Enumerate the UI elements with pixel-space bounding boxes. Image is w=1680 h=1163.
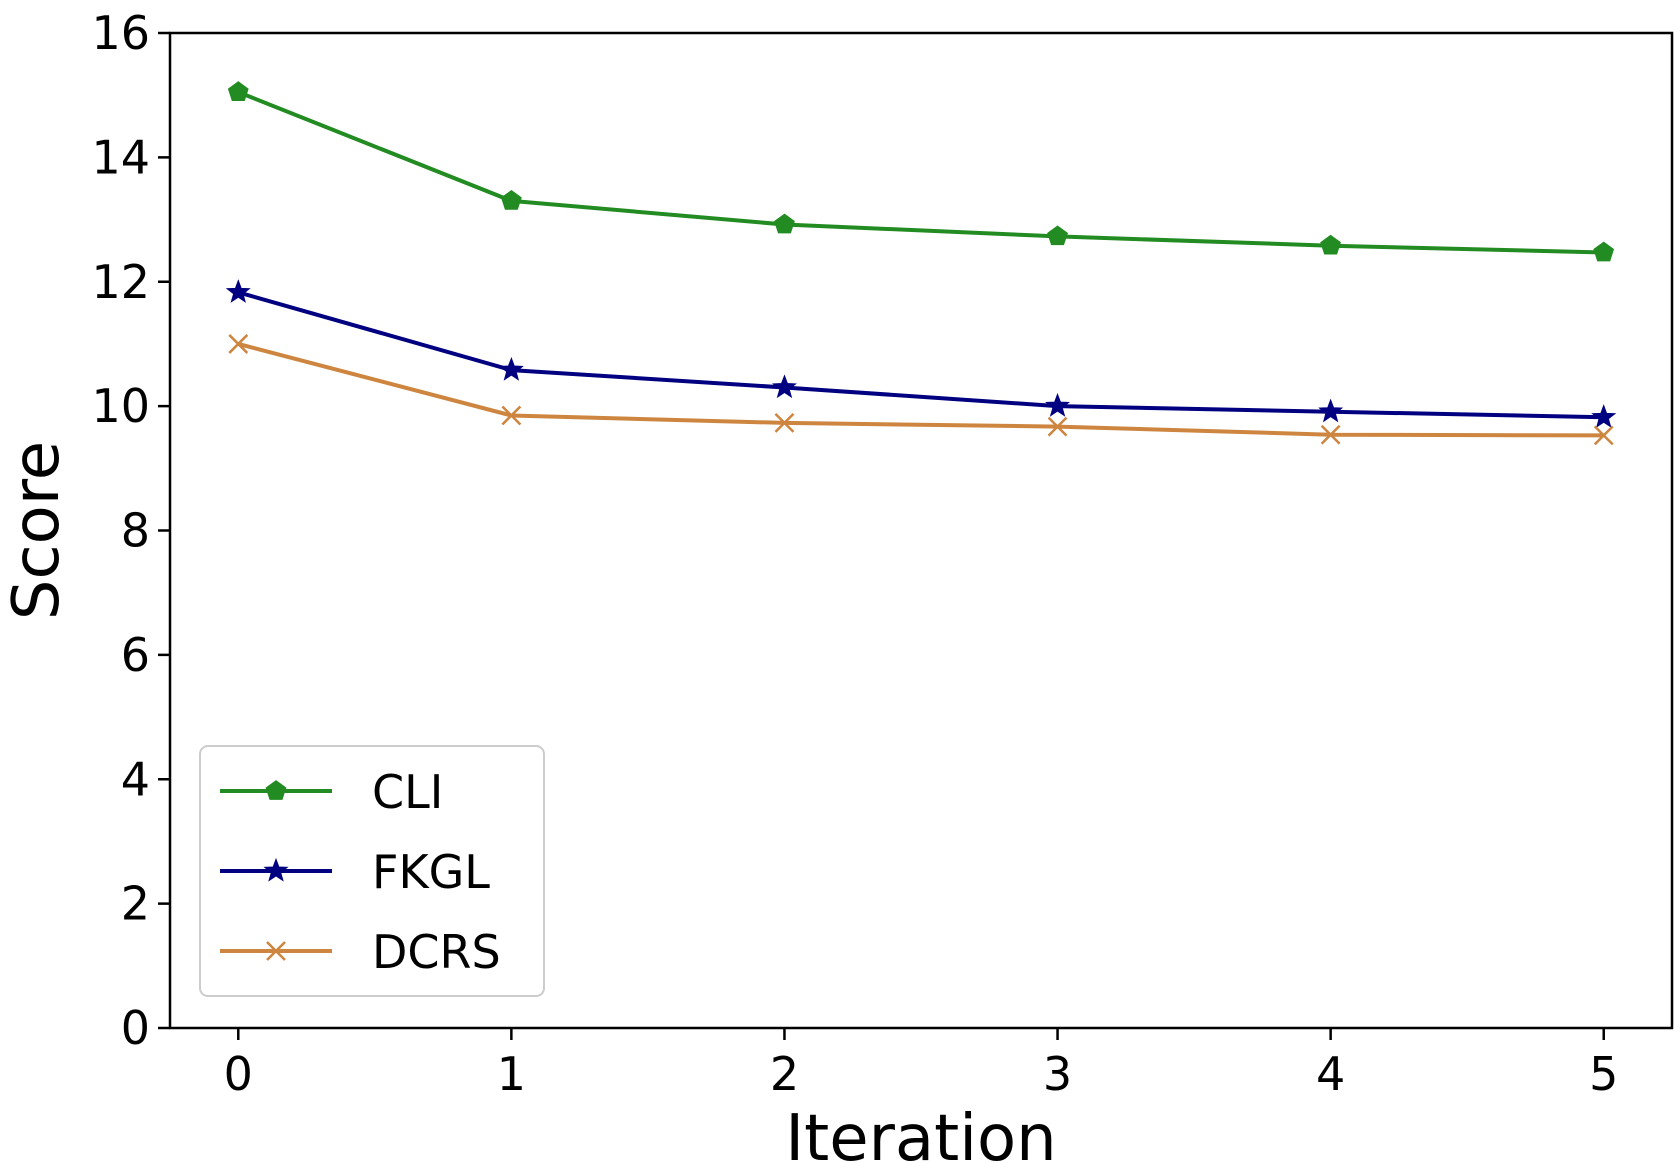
- data-point-fkgl: [225, 279, 251, 303]
- data-point-cli: [227, 81, 249, 101]
- data-point-fkgl: [1318, 398, 1344, 423]
- legend-item-cli: CLI: [220, 765, 443, 819]
- data-point-dcrs: [501, 405, 522, 426]
- series-dcrs: [228, 334, 1614, 446]
- legend-item-dcrs: DCRS: [220, 925, 501, 979]
- x-tick-label: 2: [770, 1047, 799, 1101]
- y-tick-label: 16: [91, 6, 150, 60]
- data-point-fkgl: [1591, 404, 1617, 428]
- y-axis-title: Score: [0, 441, 74, 620]
- x-tick-label: 1: [497, 1047, 526, 1101]
- y-tick-label: 12: [91, 255, 150, 309]
- x-tick-label: 3: [1043, 1047, 1072, 1101]
- legend-marker: [263, 857, 289, 882]
- series-line-dcrs: [237, 341, 1604, 438]
- data-point-cli: [1593, 241, 1615, 262]
- x-tick-label: 5: [1589, 1047, 1618, 1101]
- y-tick-label: 10: [91, 379, 150, 433]
- legend-label: DCRS: [372, 925, 501, 979]
- x-tick-label: 4: [1316, 1047, 1345, 1101]
- legend: CLI FKGL DCRS: [199, 745, 545, 997]
- y-tick-label: 2: [121, 877, 150, 931]
- series-cli: [227, 81, 1615, 262]
- legend-label: CLI: [372, 765, 443, 819]
- data-point-fkgl: [498, 356, 524, 381]
- y-tick-label: 8: [121, 504, 150, 558]
- data-point-cli: [774, 213, 795, 234]
- data-point-cli: [1320, 234, 1341, 255]
- y-tick-label: 6: [121, 628, 150, 682]
- series-line-cli: [237, 90, 1604, 255]
- legend-marker: [266, 941, 286, 961]
- data-point-dcrs: [1593, 425, 1614, 446]
- y-tick-label: 0: [121, 1001, 150, 1055]
- legend-label: FKGL: [372, 845, 490, 899]
- data-point-dcrs: [1320, 424, 1341, 445]
- x-axis-title: Iteration: [785, 1102, 1056, 1163]
- data-point-fkgl: [771, 374, 797, 399]
- series-layer: [225, 81, 1617, 446]
- y-tick-label: 4: [121, 752, 150, 806]
- series-line-fkgl: [237, 290, 1604, 420]
- y-tick-label: 14: [91, 130, 150, 184]
- series-fkgl: [225, 279, 1617, 428]
- data-point-fkgl: [1045, 392, 1071, 417]
- data-point-dcrs: [1047, 416, 1068, 437]
- data-point-cli: [1047, 225, 1068, 246]
- legend-marker: [265, 780, 287, 800]
- data-point-dcrs: [228, 334, 249, 354]
- data-point-dcrs: [774, 413, 795, 433]
- y-axis: 0 2 4 6 8 10 12 14 16: [91, 6, 170, 1055]
- x-tick-label: 0: [224, 1047, 253, 1101]
- legend-item-fkgl: FKGL: [220, 845, 490, 899]
- legend-box: [199, 745, 545, 997]
- x-axis: 0 1 2 3 4 5: [224, 1028, 1618, 1101]
- data-point-cli: [501, 189, 522, 210]
